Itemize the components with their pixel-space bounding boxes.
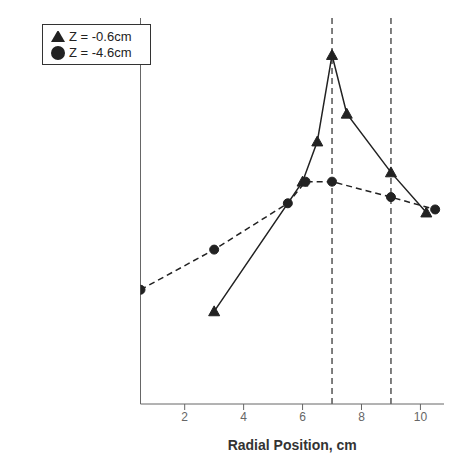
html-text:Z = -0.6cm: Z = -0.6cm <box>69 29 132 44</box>
svg-text:6: 6 <box>299 410 306 424</box>
svg-text:8: 8 <box>358 410 365 424</box>
svg-text:4: 4 <box>240 410 247 424</box>
svg-text:Radial Position, cm: Radial Position, cm <box>228 437 357 453</box>
svg-text:10: 10 <box>414 410 428 424</box>
html-text:Z = -4.6cm: Z = -4.6cm <box>69 44 132 60</box>
svg-text:2: 2 <box>181 410 188 424</box>
